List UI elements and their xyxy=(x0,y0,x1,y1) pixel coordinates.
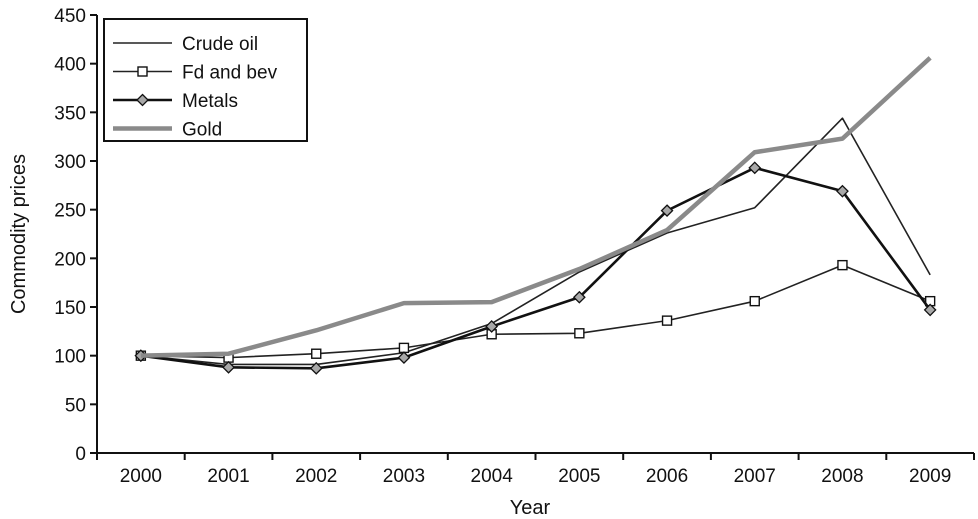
metals-point xyxy=(923,303,937,317)
y-tick-label: 250 xyxy=(54,201,86,222)
y-tick-label: 50 xyxy=(65,395,86,416)
x-tick-label: 2005 xyxy=(558,466,600,487)
gold-line xyxy=(140,56,932,358)
metals-point xyxy=(748,161,762,175)
x-tick-label: 2006 xyxy=(646,466,688,487)
metals-point xyxy=(397,351,411,365)
y-tick-label: 350 xyxy=(54,103,86,124)
fd-and-bev-point xyxy=(398,342,410,354)
legend-fd-and-bev-point xyxy=(137,66,148,77)
y-tick-label: 450 xyxy=(54,6,86,27)
legend-label-gold: Gold xyxy=(182,120,222,141)
fd-and-bev-line xyxy=(140,264,931,359)
x-tick-label: 2009 xyxy=(909,466,951,487)
y-ticks: 0 50 100 150 200 250 300 350 400 450 xyxy=(54,6,97,465)
crude-oil-line xyxy=(140,117,931,366)
series-metals xyxy=(134,161,937,375)
x-tick-label: 2008 xyxy=(821,466,863,487)
x-tick-label: 2001 xyxy=(207,466,249,487)
legend-box xyxy=(103,18,308,142)
series-gold xyxy=(140,56,932,358)
metals-point xyxy=(485,320,499,333)
x-tick-label: 2004 xyxy=(471,466,514,487)
y-tick-label: 300 xyxy=(54,152,86,173)
metals-point xyxy=(309,361,323,375)
series-group xyxy=(134,56,937,375)
fd-and-bev-point xyxy=(661,315,673,326)
fd-and-bev-point xyxy=(574,328,585,339)
y-axis-title: Commodity prices xyxy=(8,154,30,314)
fd-and-bev-point xyxy=(837,259,848,271)
fd-and-bev-point xyxy=(311,348,322,359)
x-tick-label: 2000 xyxy=(120,466,162,487)
legend: Crude oil Fd and bev Metals Gold xyxy=(103,18,308,142)
series-fd-and-bev xyxy=(135,259,936,363)
y-tick-label: 200 xyxy=(54,249,86,270)
series-crude-oil xyxy=(140,117,931,366)
x-ticks: 2000 2001 2002 2003 2004 2005 2006 2007 2008 2009 xyxy=(96,453,975,487)
metals-point xyxy=(836,184,849,198)
metals-point xyxy=(660,204,674,218)
y-tick-label: 0 xyxy=(75,444,86,465)
x-axis-title: Year xyxy=(510,497,551,519)
legend-label-metals: Metals xyxy=(182,91,238,112)
legend-metals-point xyxy=(136,93,149,107)
y-tick-label: 400 xyxy=(54,55,86,76)
metals-line xyxy=(140,166,932,370)
x-tick-label: 2003 xyxy=(383,466,425,487)
metals-point xyxy=(222,360,235,374)
y-tick-label: 150 xyxy=(54,298,86,319)
legend-label-crude-oil: Crude oil xyxy=(182,34,258,55)
y-tick-label: 100 xyxy=(54,347,86,368)
x-tick-label: 2002 xyxy=(295,466,337,487)
fd-and-bev-point xyxy=(749,295,760,307)
metals-point xyxy=(572,290,586,304)
x-tick-label: 2007 xyxy=(734,466,776,487)
legend-label-fd-and-bev: Fd and bev xyxy=(182,63,278,84)
